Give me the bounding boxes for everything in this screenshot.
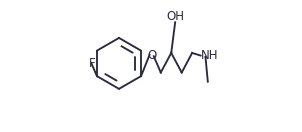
Text: F: F xyxy=(89,57,96,70)
Text: NH: NH xyxy=(201,49,219,62)
Text: O: O xyxy=(147,49,156,62)
Text: OH: OH xyxy=(166,10,184,23)
